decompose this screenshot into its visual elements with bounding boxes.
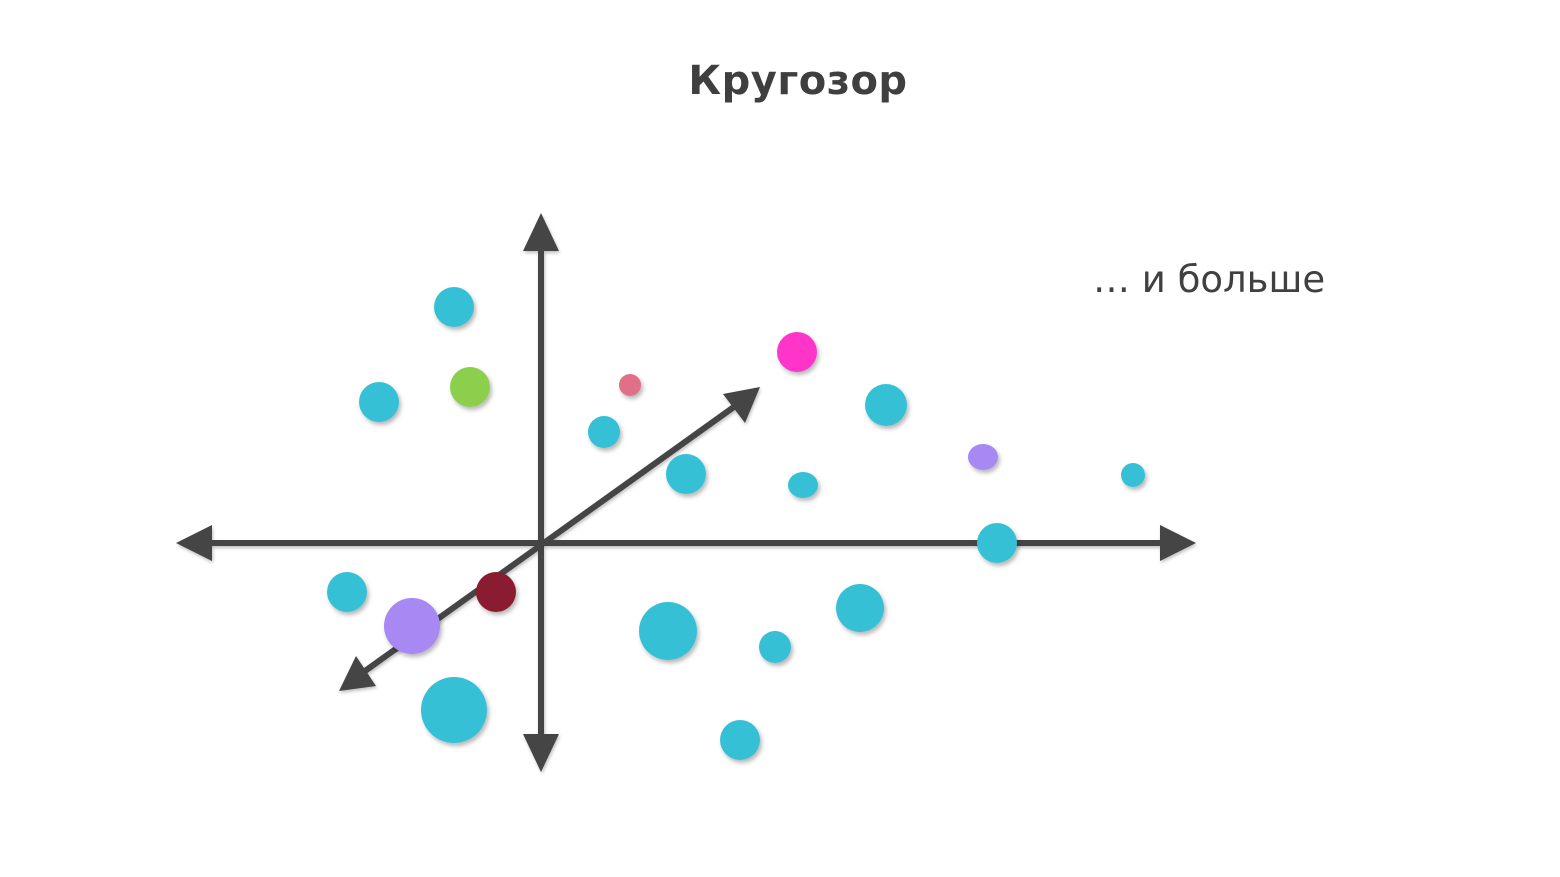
dot [327,572,367,612]
dot [968,444,998,470]
dot [977,523,1017,563]
arrow-diagonal-down-left-icon [339,656,376,691]
axes-group [176,213,1196,772]
more-note: … и больше [1093,258,1326,301]
dot [666,454,706,494]
arrow-down-icon [523,734,559,772]
dot [777,332,817,372]
arrow-right-icon [1160,525,1196,561]
arrow-diagonal-up-right-icon [723,387,760,423]
dots-group [327,287,1145,760]
dot [619,374,641,396]
dot [1121,463,1145,487]
dot [421,677,487,743]
dot [434,287,474,327]
dot [836,584,884,632]
dot [384,598,440,654]
arrow-up-icon [523,213,559,251]
dot [450,367,490,407]
dot [788,472,818,498]
dot [865,384,907,426]
slide-title: Кругозор [688,58,908,104]
dot [759,631,791,663]
dot [359,382,399,422]
dot [720,720,760,760]
dot [588,416,620,448]
dot [639,602,697,660]
dot [476,572,516,612]
arrow-left-icon [176,525,212,561]
